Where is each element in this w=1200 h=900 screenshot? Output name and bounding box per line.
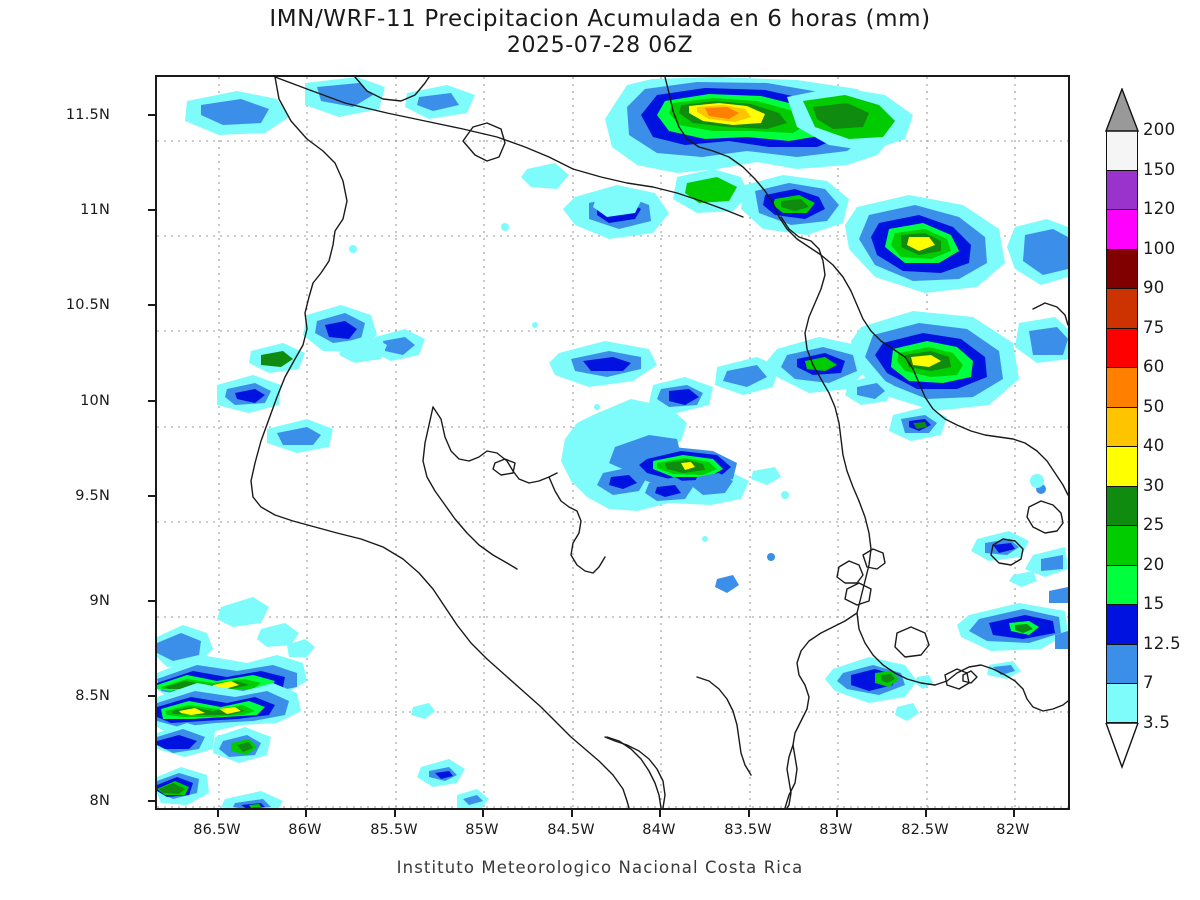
lon-tick bbox=[305, 810, 307, 817]
lon-tick bbox=[394, 810, 396, 817]
colorbar-tick-label: 90 bbox=[1143, 278, 1165, 297]
lon-label: 85.5W bbox=[370, 822, 418, 838]
lat-label: 10.5N bbox=[65, 297, 110, 313]
lat-label: 9.5N bbox=[75, 488, 110, 504]
lon-label: 82W bbox=[996, 822, 1030, 838]
colorbar-cell bbox=[1106, 130, 1138, 170]
lat-tick bbox=[148, 400, 155, 402]
colorbar-tick-label: 25 bbox=[1143, 515, 1165, 534]
colorbar-cell bbox=[1106, 406, 1138, 446]
precip-northeast-cluster bbox=[593, 187, 1068, 411]
colorbar-cell bbox=[1106, 446, 1138, 486]
colorbar-tick-label: 40 bbox=[1143, 436, 1165, 455]
colorbar-cell bbox=[1106, 288, 1138, 328]
colorbar: 200 150 120 100 90 75 60 50 40 30 25 20 15 12.5 7 3.5 bbox=[1105, 88, 1200, 808]
colorbar-tick-label: 50 bbox=[1143, 396, 1165, 416]
chart-title: IMN/WRF-11 Precipitacion Acumulada en 6 … bbox=[269, 6, 931, 32]
lat-label: 8N bbox=[89, 793, 110, 809]
precip-southeast-cells bbox=[715, 375, 1068, 721]
lon-label: 83.5W bbox=[724, 822, 772, 838]
lat-tick bbox=[148, 695, 155, 697]
lon-tick bbox=[571, 810, 573, 817]
colorbar-tick-label: 30 bbox=[1143, 475, 1165, 495]
colorbar-tick-label: 75 bbox=[1143, 317, 1165, 337]
colorbar-tick-label: 12.5 bbox=[1143, 633, 1181, 653]
colorbar-cell bbox=[1106, 209, 1138, 249]
colorbar-cell bbox=[1106, 169, 1138, 209]
lat-label: 9N bbox=[89, 593, 110, 609]
colorbar-tick-label: 3.5 bbox=[1143, 712, 1171, 732]
lon-label: 84W bbox=[642, 822, 676, 838]
lat-tick bbox=[148, 600, 155, 602]
colorbar-cell bbox=[1106, 643, 1138, 683]
lat-tick bbox=[148, 209, 155, 211]
colorbar-tick-label: 20 bbox=[1143, 554, 1165, 574]
precip-northern-band bbox=[185, 77, 913, 173]
colorbar-cells bbox=[1106, 130, 1138, 723]
footer-credit: Instituto Meteorologico Nacional Costa R… bbox=[396, 858, 804, 877]
lon-label: 83W bbox=[819, 822, 853, 838]
map-plot-area bbox=[155, 75, 1070, 810]
lon-tick bbox=[217, 810, 219, 817]
lon-tick bbox=[748, 810, 750, 817]
colorbar-cell bbox=[1106, 367, 1138, 407]
colorbar-cell bbox=[1106, 248, 1138, 288]
lon-label: 86W bbox=[288, 822, 322, 838]
colorbar-tick-label: 100 bbox=[1143, 238, 1176, 258]
lat-tick bbox=[148, 800, 155, 802]
lon-label: 84.5W bbox=[547, 822, 595, 838]
colorbar-tick-label: 120 bbox=[1143, 199, 1176, 218]
lat-label: 11N bbox=[80, 202, 110, 218]
chart-subtitle: 2025-07-28 06Z bbox=[506, 33, 694, 58]
colorbar-tick-label: 150 bbox=[1143, 159, 1176, 179]
lon-tick bbox=[482, 810, 484, 817]
lat-tick bbox=[148, 304, 155, 306]
colorbar-cell bbox=[1106, 604, 1138, 644]
lat-tick bbox=[148, 495, 155, 497]
colorbar-cell bbox=[1106, 525, 1138, 565]
lon-tick bbox=[1013, 810, 1015, 817]
lat-label: 10N bbox=[80, 393, 110, 409]
lat-label: 11.5N bbox=[65, 107, 110, 123]
precip-midnorth-scatter bbox=[521, 163, 1068, 293]
precip-nw-coast bbox=[217, 305, 425, 453]
map-canvas bbox=[157, 77, 1068, 808]
colorbar-tick-label: 200 bbox=[1143, 120, 1176, 139]
precip-southwest-cluster bbox=[157, 597, 489, 808]
lon-label: 86.5W bbox=[193, 822, 241, 838]
colorbar-cell bbox=[1106, 683, 1138, 723]
colorbar-tick-label: 15 bbox=[1143, 594, 1165, 613]
chart-title-block: IMN/WRF-11 Precipitacion Acumulada en 6 … bbox=[0, 6, 1200, 59]
lon-label: 85W bbox=[465, 822, 499, 838]
precip-stray-dots bbox=[349, 223, 1046, 561]
colorbar-cell bbox=[1106, 564, 1138, 604]
colorbar-tick-label: 60 bbox=[1143, 357, 1165, 376]
colorbar-cell bbox=[1106, 327, 1138, 367]
precip-central-cells bbox=[549, 341, 749, 511]
colorbar-cell bbox=[1106, 485, 1138, 525]
lon-tick bbox=[836, 810, 838, 817]
lon-tick bbox=[925, 810, 927, 817]
colorbar-tick-label: 7 bbox=[1143, 673, 1154, 692]
lat-tick bbox=[148, 114, 155, 116]
lon-tick bbox=[659, 810, 661, 817]
lat-label: 8.5N bbox=[75, 688, 110, 704]
lon-label: 82.5W bbox=[901, 822, 949, 838]
